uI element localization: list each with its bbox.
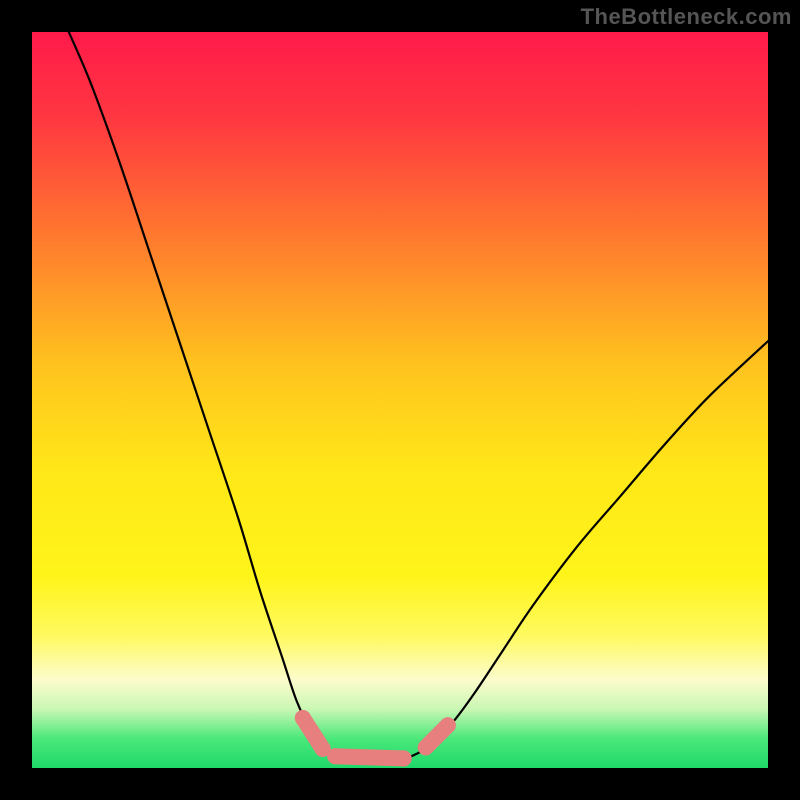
- highlight-sausage-end: [418, 739, 434, 755]
- chart-frame: TheBottleneck.com: [0, 0, 800, 800]
- highlight-sausage-end: [440, 717, 456, 733]
- watermark-text: TheBottleneck.com: [581, 4, 792, 30]
- bottleneck-curve-chart: [32, 32, 768, 768]
- highlight-sausage-segment: [335, 756, 403, 758]
- chart-background: [32, 32, 768, 768]
- highlight-sausage-end: [295, 710, 311, 726]
- highlight-sausage-end: [327, 748, 343, 764]
- highlight-sausage-end: [396, 750, 412, 766]
